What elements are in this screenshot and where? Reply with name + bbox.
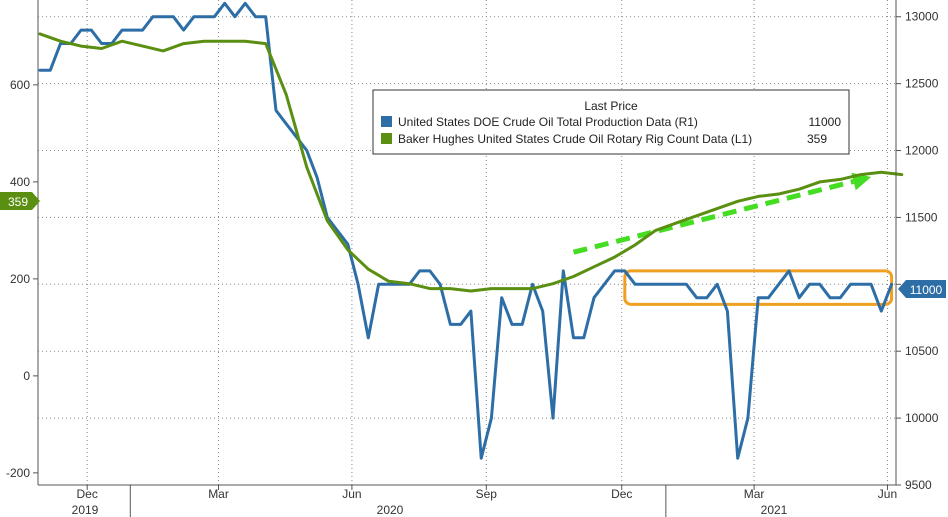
right-tag-shape: [898, 280, 946, 298]
year-label: 2019: [72, 503, 99, 517]
x-tick-label: Jun: [342, 487, 361, 501]
right-tick-label: 9500: [905, 478, 932, 492]
left-tick-label: 200: [10, 272, 30, 286]
left-tick-label: 400: [10, 175, 30, 189]
right-tick-label: 10500: [905, 344, 939, 358]
legend-swatch-rigcount: [381, 133, 392, 144]
year-label: 2020: [377, 503, 404, 517]
legend-label-production: United States DOE Crude Oil Total Produc…: [398, 115, 698, 129]
legend-value-rigcount: 359: [807, 132, 827, 146]
left-tag-shape: [0, 192, 40, 210]
left-tag-label: 359: [8, 195, 28, 209]
right-tick-label: 11500: [905, 210, 938, 224]
x-tick-label: Dec: [77, 487, 98, 501]
rigcount-series-line: [38, 32, 904, 293]
right-tick-label: 12500: [905, 77, 939, 91]
right-tick-label: 12000: [905, 144, 939, 158]
x-tick-label: Sep: [476, 487, 498, 501]
grid-layer: [38, 0, 896, 486]
production-series-line: [38, 1, 894, 460]
legend-box: [372, 89, 850, 155]
x-tick-label: Mar: [208, 487, 229, 501]
right-tag-label: 11000: [910, 283, 943, 297]
right-tick-label: 10000: [905, 411, 939, 425]
legend-swatch-production: [381, 116, 392, 127]
left-tick-label: 600: [10, 78, 30, 92]
legend: Last Price United States DOE Crude Oil T…: [372, 89, 850, 155]
year-label: 2021: [761, 503, 788, 517]
right-tick-label: 13000: [905, 10, 939, 24]
left-tick-label: -200: [6, 466, 30, 480]
legend-label-rigcount: Baker Hughes United States Crude Oil Rot…: [398, 132, 752, 146]
series-layer: [38, 1, 904, 460]
legend-header: Last Price: [584, 99, 638, 113]
left-last-value-tag: 359: [0, 192, 40, 210]
x-tick-label: Mar: [744, 487, 765, 501]
annotation-layer: [572, 172, 894, 306]
right-last-value-tag: 11000: [898, 280, 946, 298]
legend-value-production: 11000: [809, 115, 842, 129]
x-tick-label: Jun: [878, 487, 897, 501]
axis-layer: Dec Mar Jun Sep Dec Mar Jun 2019 2020 2021 9500 100…: [6, 0, 939, 517]
left-tick-label: 0: [23, 369, 30, 383]
x-tick-label: Dec: [611, 487, 632, 501]
trend-arrow-shaft: [572, 179, 855, 255]
